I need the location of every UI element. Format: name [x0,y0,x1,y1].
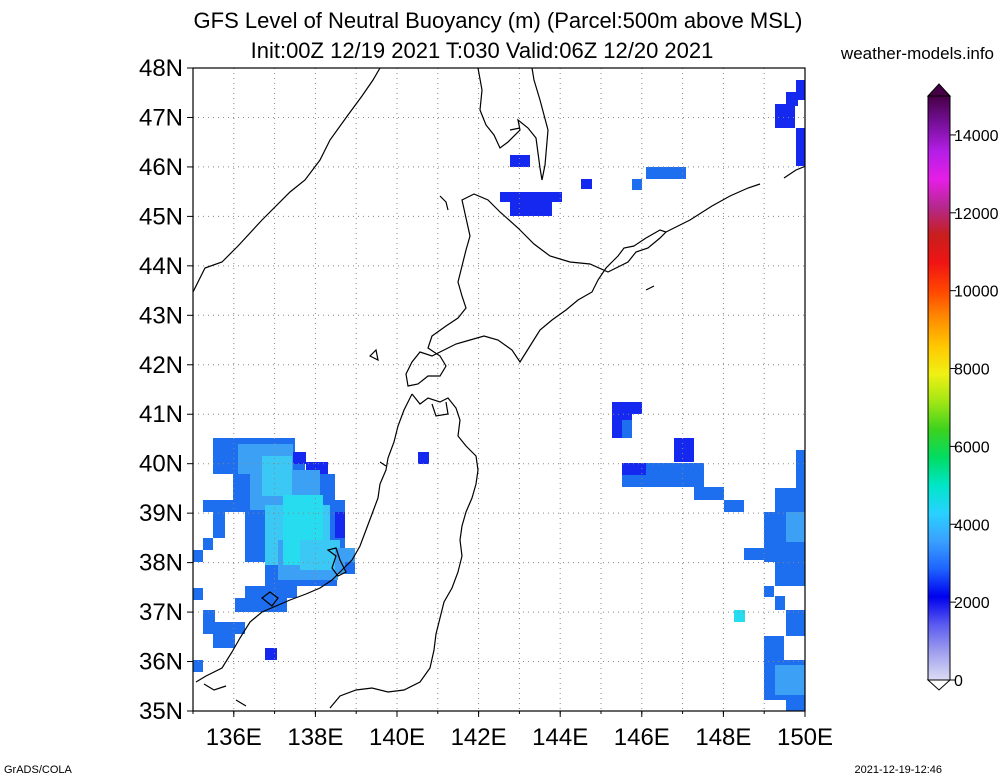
map-grid [193,68,805,711]
colorbar-bottom-arrow [926,679,952,691]
colorbar-label: 6000 [954,439,990,456]
map-axes: 35N 36N 37N 38N 39N 40N 41N 42N 43N 44N 45N 46N 47N 4… [139,55,833,751]
colorbar-label: 10000 [954,284,999,301]
lat-tick-label: 47N [139,104,183,131]
chart-subtitle: Init:00Z 12/19 2021 T:030 Valid:06Z 12/2… [250,38,714,63]
chart-title: GFS Level of Neutral Buoyancy (m) (Parce… [193,8,803,33]
lon-tick-label: 138E [287,724,343,751]
colorbar-label: 2000 [954,595,990,612]
colorbar-label: 8000 [954,362,990,379]
lat-tick-label: 41N [139,401,183,428]
lon-tick-label: 140E [369,724,425,751]
credit-label: GrADS/COLA [4,764,72,776]
lon-tick-label: 144E [532,724,588,751]
site-label: weather-models.info [840,44,994,63]
lon-tick-label: 146E [614,724,670,751]
lat-tick-label: 48N [139,55,183,82]
coastline [193,68,805,709]
colorbar-label: 4000 [954,517,990,534]
colorbar: 0 2000 4000 6000 8000 10000 12000 14000 [926,83,999,691]
lon-tick-label: 136E [206,724,262,751]
lon-tick-label: 150E [777,724,833,751]
lat-tick-label: 44N [139,253,183,280]
timestamp-label: 2021-12-19-12:46 [854,764,942,776]
lat-tick-label: 43N [139,302,183,329]
lat-tick-label: 45N [139,203,183,230]
colorbar-top-arrow [926,83,952,97]
colorbar-label: 12000 [954,206,999,223]
colorbar-label: 14000 [954,128,999,145]
lat-tick-label: 38N [139,550,183,577]
lat-tick-label: 42N [139,352,183,379]
lat-tick-label: 37N [139,599,183,626]
lat-tick-label: 40N [139,451,183,478]
lat-tick-label: 35N [139,698,183,725]
lat-tick-label: 46N [139,154,183,181]
lat-tick-label: 39N [139,500,183,527]
map-frame [192,67,806,712]
colorbar-label: 0 [954,673,963,690]
lat-tick-label: 36N [139,649,183,676]
buoyancy-field [193,80,805,711]
lon-tick-label: 148E [695,724,751,751]
lon-tick-label: 142E [451,724,507,751]
